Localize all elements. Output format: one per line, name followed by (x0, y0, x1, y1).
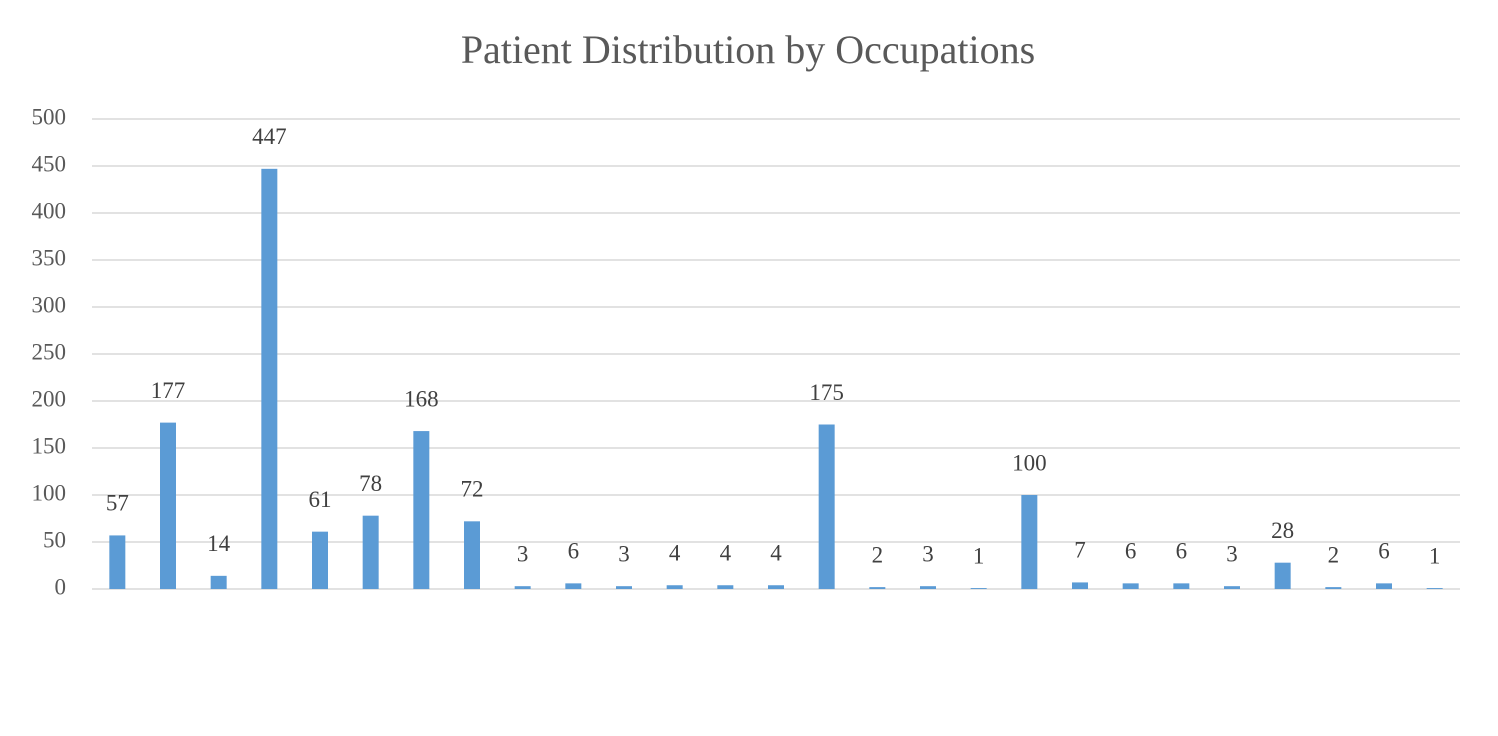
bar (717, 585, 734, 589)
bar (261, 168, 278, 589)
y-tick-label: 500 (32, 104, 67, 129)
bar (413, 431, 430, 589)
data-label: 4 (720, 541, 732, 566)
bar (1376, 583, 1392, 589)
bar (1072, 582, 1088, 589)
y-tick-label: 450 (32, 151, 67, 176)
data-label: 2 (872, 542, 884, 567)
bar (565, 583, 582, 589)
bar (210, 575, 227, 589)
data-label: 175 (809, 380, 844, 405)
data-label: 3 (1226, 541, 1238, 566)
data-label: 72 (461, 477, 484, 502)
bar (1426, 588, 1443, 589)
bar (312, 531, 328, 589)
bar (514, 586, 531, 589)
bar (1122, 583, 1139, 589)
bar (869, 587, 886, 589)
data-label: 100 (1012, 450, 1047, 475)
y-tick-label: 350 (32, 245, 67, 270)
data-label: 4 (669, 541, 681, 566)
y-tick-label: 300 (32, 292, 67, 317)
y-tick-label: 400 (32, 198, 67, 223)
bar (920, 586, 936, 589)
data-label: 1 (973, 543, 985, 568)
bar (768, 585, 784, 589)
data-label: 4 (770, 541, 782, 566)
bar (970, 588, 987, 589)
data-label: 6 (1378, 539, 1390, 564)
data-label: 6 (1176, 539, 1188, 564)
bar (109, 535, 126, 589)
data-label: 7 (1074, 538, 1086, 563)
data-label: 1 (1429, 543, 1441, 568)
y-tick-label: 50 (43, 527, 66, 552)
data-label: 61 (309, 487, 332, 512)
bar (666, 585, 683, 589)
data-label: 447 (252, 124, 287, 149)
bar (160, 422, 176, 589)
y-tick-label: 150 (32, 433, 67, 458)
chart-title: Patient Distribution by Occupations (461, 27, 1035, 72)
y-tick-label: 0 (55, 574, 67, 599)
data-label: 3 (618, 541, 630, 566)
bar (1325, 587, 1342, 589)
data-label: 6 (568, 539, 580, 564)
data-label: 177 (151, 378, 186, 403)
y-tick-label: 100 (32, 480, 67, 505)
data-label: 14 (207, 531, 231, 556)
y-tick-label: 250 (32, 339, 67, 364)
bar (1021, 495, 1038, 589)
bar (1173, 583, 1190, 589)
data-label: 6 (1125, 539, 1137, 564)
bar (1274, 562, 1291, 589)
bar (1224, 586, 1240, 589)
bar (362, 515, 379, 589)
data-label: 78 (359, 471, 382, 496)
data-label: 2 (1328, 542, 1340, 567)
bar (464, 521, 480, 589)
bar (616, 586, 632, 589)
data-label: 57 (106, 491, 129, 516)
data-label: 168 (404, 386, 439, 411)
bar (818, 424, 835, 589)
y-tick-label: 200 (32, 386, 67, 411)
data-label: 28 (1271, 518, 1294, 543)
data-label: 3 (922, 541, 934, 566)
data-label: 3 (517, 541, 529, 566)
